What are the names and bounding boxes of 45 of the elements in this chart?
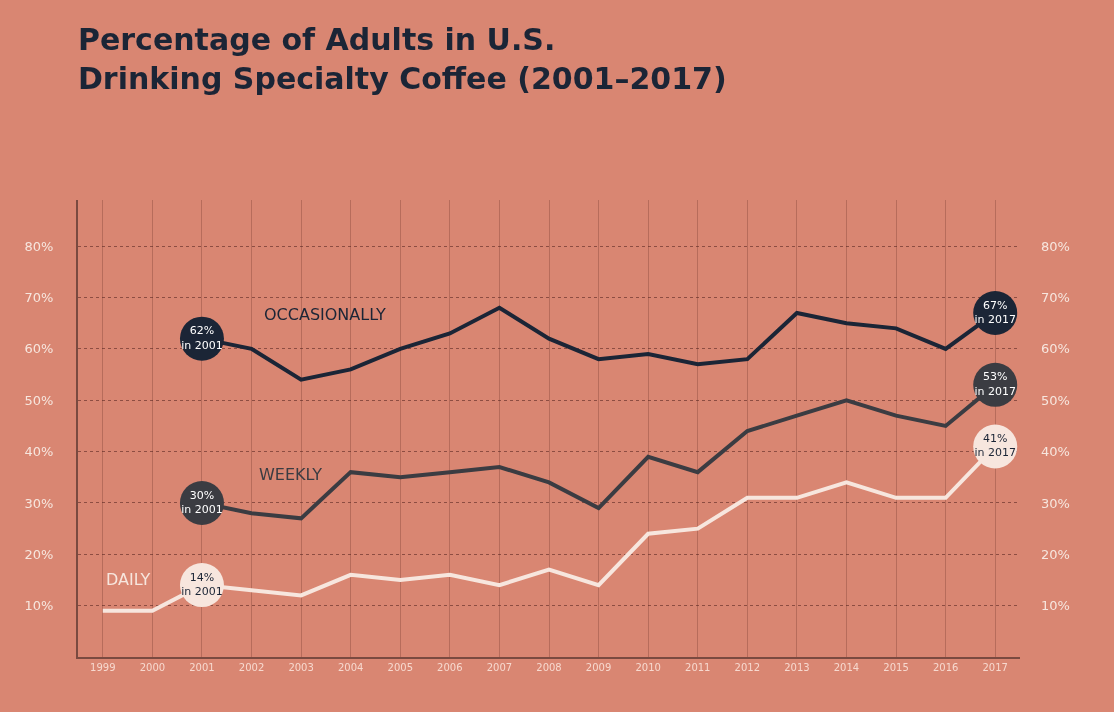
x-tick-label: 2000 (139, 662, 166, 673)
data-label: 14% in 2001 (181, 570, 223, 599)
y-tick-label: 30% (24, 495, 54, 511)
chart-title: Percentage of Adults in U.S. Drinking Specialty Coffee (2001–2017) (77, 21, 727, 96)
x-tick-label: 1999 (90, 662, 116, 673)
x-tick-label: 2017 (982, 662, 1008, 673)
x-tick-label: 2005 (387, 662, 413, 673)
data-label: 62% in 2001 (181, 324, 223, 352)
y2-tick-label: 60% (1041, 341, 1070, 357)
x-tick-label: 2003 (288, 662, 314, 673)
x-tick-label: 2004 (337, 662, 364, 673)
y-tick-label: 50% (24, 392, 54, 408)
x-tick-label: 2013 (784, 662, 810, 673)
x-tick-label: 2015 (883, 662, 909, 673)
y-tick-label: 80% (24, 238, 54, 254)
x-tick-label: 2014 (833, 662, 860, 673)
y2-tick-label: 30% (1041, 495, 1070, 511)
y-tick-label: 40% (24, 444, 54, 460)
y2-tick-label: 50% (1041, 392, 1070, 408)
series-label: WEEKLY (259, 465, 323, 484)
y-tick-label: 70% (24, 290, 54, 306)
x-tick-label: 2009 (585, 662, 612, 673)
x-tick-label: 2012 (734, 662, 761, 673)
x-tick-label: 2011 (685, 662, 711, 673)
y2-tick-label: 80% (1041, 238, 1070, 254)
y2-tick-label: 20% (1041, 546, 1070, 562)
x-tick-label: 2010 (635, 662, 661, 673)
series-label: OCCASIONALLY (264, 305, 386, 324)
data-label: 30% in 2001 (181, 488, 223, 516)
y2-tick-label: 40% (1041, 444, 1070, 460)
x-tick-label: 2002 (238, 662, 265, 673)
series-label: DAILY (106, 570, 151, 589)
data-label: 53% in 2017 (974, 370, 1016, 398)
y-tick-label: 60% (24, 341, 54, 357)
x-tick-label: 2007 (486, 662, 513, 673)
y-tick-label: 20% (24, 546, 54, 562)
x-tick-label: 2006 (437, 662, 463, 673)
x-tick-label: 2016 (932, 662, 959, 673)
data-label: 67% in 2017 (974, 298, 1016, 326)
x-tick-label: 2008 (536, 662, 562, 673)
y2-tick-label: 10% (1041, 598, 1070, 614)
x-tick-label: 2001 (189, 662, 215, 673)
data-label: 41% in 2017 (974, 432, 1016, 460)
y-tick-label: 10% (24, 598, 54, 614)
y2-tick-label: 70% (1041, 290, 1070, 306)
